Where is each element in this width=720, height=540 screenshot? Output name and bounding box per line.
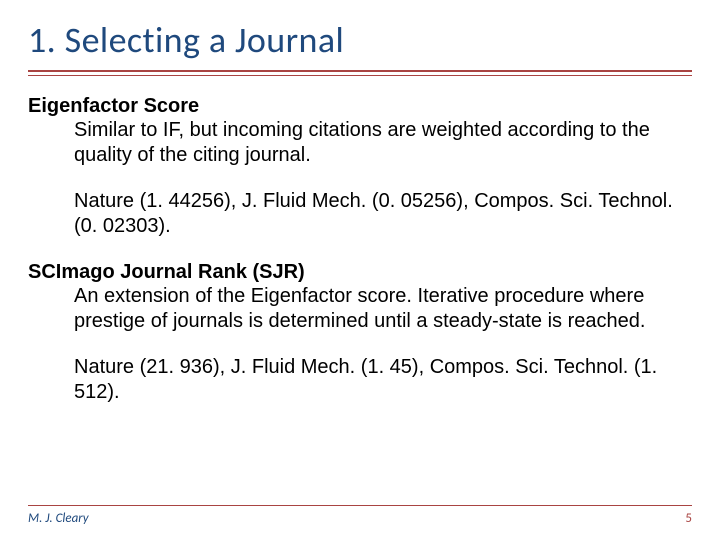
section-heading: Eigenfactor Score [28, 94, 692, 118]
footer-rule [28, 505, 692, 506]
slide-title: 1. Selecting a Journal [28, 18, 692, 68]
spacer [28, 238, 692, 260]
title-underline [28, 70, 692, 76]
section-description: Similar to IF, but incoming citations ar… [28, 118, 692, 167]
section-examples: Nature (1. 44256), J. Fluid Mech. (0. 05… [28, 189, 692, 238]
section-examples: Nature (21. 936), J. Fluid Mech. (1. 45)… [28, 355, 692, 404]
footer-author: M. J. Cleary [28, 511, 89, 526]
slide: 1. Selecting a Journal Eigenfactor Score… [0, 0, 720, 540]
slide-footer: M. J. Cleary 5 [28, 511, 692, 526]
section-heading: SCImago Journal Rank (SJR) [28, 260, 692, 284]
footer-page-number: 5 [685, 511, 692, 526]
spacer [28, 333, 692, 355]
slide-body: Eigenfactor Score Similar to IF, but inc… [28, 94, 692, 404]
spacer [28, 167, 692, 189]
section-description: An extension of the Eigenfactor score. I… [28, 284, 692, 333]
